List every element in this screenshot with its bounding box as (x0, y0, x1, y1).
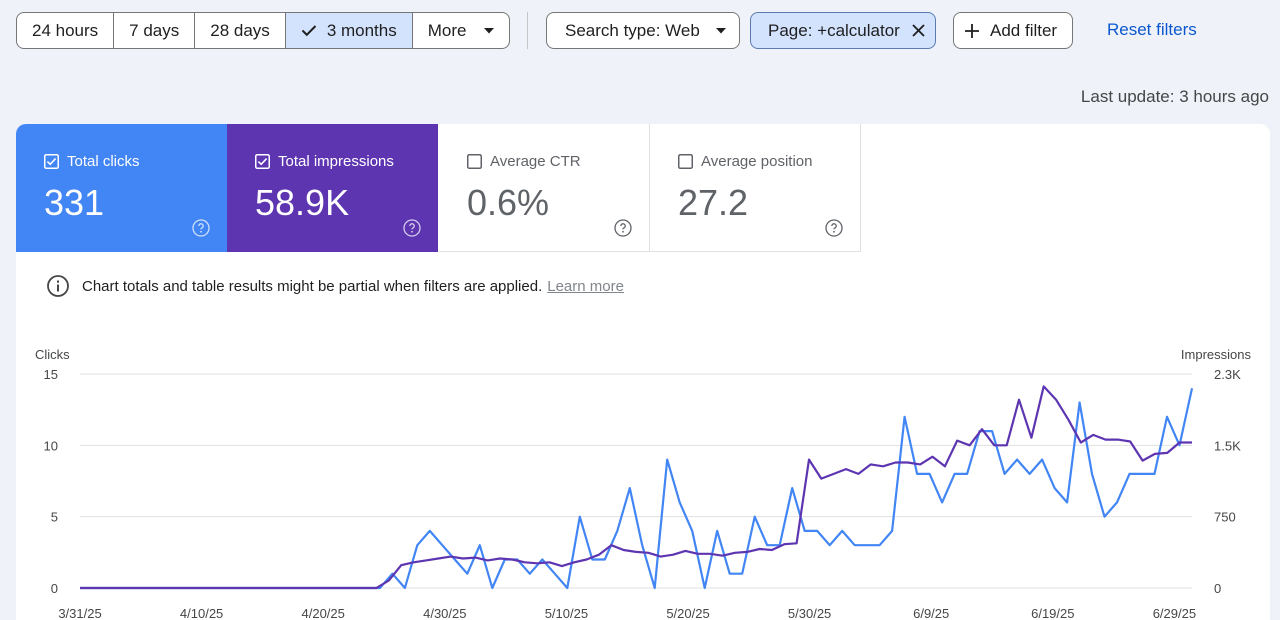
x-tick-label: 5/10/25 (545, 606, 588, 620)
check-icon (301, 24, 317, 37)
range-label: More (427, 20, 467, 40)
metric-value: 58.9K (255, 182, 350, 223)
right-tick-label: 2.3K (1214, 367, 1241, 382)
right-tick-label: 0 (1214, 581, 1221, 596)
range-label: 24 hours (32, 20, 99, 40)
date-range-selector: 24 hours 7 days 28 days 3 months More (16, 12, 511, 49)
metric-value: 0.6% (467, 182, 550, 223)
range-label: 28 days (210, 20, 270, 40)
left-tick-label: 0 (51, 581, 58, 596)
x-tick-label: 6/29/25 (1153, 606, 1196, 620)
right-tick-label: 1.5K (1214, 438, 1241, 453)
page-filter-label: Page: +calculator (768, 20, 900, 40)
caret-down-icon (484, 27, 495, 34)
range-7-days[interactable]: 7 days (114, 13, 196, 48)
checkbox-checked-icon[interactable] (255, 154, 270, 169)
performance-card: Total clicks 331 Total impressions 58.9K… (16, 124, 1270, 620)
help-icon[interactable] (825, 219, 843, 237)
learn-more-link[interactable]: Learn more (547, 277, 624, 295)
add-filter-label: Add filter (990, 20, 1058, 40)
add-filter-button[interactable]: Add filter (953, 12, 1074, 49)
close-icon[interactable] (912, 24, 925, 37)
metric-label: Total impressions (278, 153, 394, 170)
right-tick-label: 750 (1214, 510, 1236, 525)
right-axis-title: Impressions (1181, 347, 1252, 362)
left-tick-label: 10 (44, 438, 58, 453)
x-tick-label: 5/30/25 (788, 606, 831, 620)
x-tick-label: 5/20/25 (666, 606, 709, 620)
checkbox-checked-icon[interactable] (44, 154, 59, 169)
range-28-days[interactable]: 28 days (195, 13, 286, 48)
x-tick-label: 4/10/25 (180, 606, 223, 620)
search-type-label: Search type: Web (565, 20, 700, 40)
last-update-text: Last update: 3 hours ago (1080, 87, 1269, 106)
series-line-impressions (80, 385, 1192, 590)
metric-value: 27.2 (678, 182, 749, 223)
metric-average-position[interactable]: Average position 27.2 (650, 124, 861, 252)
range-label: 3 months (326, 20, 397, 40)
metric-label: Average CTR (490, 153, 581, 170)
reset-filters-link[interactable]: Reset filters (1107, 20, 1197, 39)
metric-total-impressions[interactable]: Total impressions 58.9K (227, 124, 438, 252)
notice-text: Chart totals and table results might be … (82, 277, 543, 295)
range-3-months[interactable]: 3 months (285, 13, 413, 48)
metric-label: Average position (701, 153, 813, 170)
page-filter-chip[interactable]: Page: +calculator (750, 12, 936, 49)
x-tick-label: 3/31/25 (58, 606, 101, 620)
toolbar-divider (527, 12, 528, 49)
search-type-dropdown[interactable]: Search type: Web (546, 12, 740, 49)
help-icon[interactable] (403, 219, 421, 237)
metric-label: Total clicks (67, 153, 140, 170)
range-24-hours[interactable]: 24 hours (17, 13, 115, 48)
checkbox-unchecked-icon[interactable] (467, 154, 482, 169)
help-icon[interactable] (614, 219, 632, 237)
metric-total-clicks[interactable]: Total clicks 331 (16, 124, 227, 252)
partial-results-notice: Chart totals and table results might be … (46, 274, 624, 298)
range-label: 7 days (129, 20, 180, 40)
checkbox-unchecked-icon[interactable] (678, 154, 693, 169)
x-tick-label: 4/20/25 (302, 606, 345, 620)
caret-down-icon (715, 27, 726, 34)
help-icon[interactable] (192, 219, 210, 237)
range-more-dropdown[interactable]: More (413, 13, 510, 48)
x-tick-label: 6/19/25 (1031, 606, 1074, 620)
x-tick-label: 6/9/25 (913, 606, 949, 620)
x-tick-label: 4/30/25 (423, 606, 466, 620)
performance-chart: 0 5 10 15 0 750 1.5K 2.3K Clicks Impressions 3/31/… (35, 347, 1252, 620)
left-axis-title: Clicks (35, 347, 70, 362)
metric-average-ctr[interactable]: Average CTR 0.6% (439, 124, 650, 252)
metric-value: 331 (44, 182, 105, 223)
left-tick-label: 15 (44, 367, 58, 382)
info-icon (46, 274, 70, 298)
plus-icon (964, 23, 980, 39)
left-tick-label: 5 (51, 510, 58, 525)
